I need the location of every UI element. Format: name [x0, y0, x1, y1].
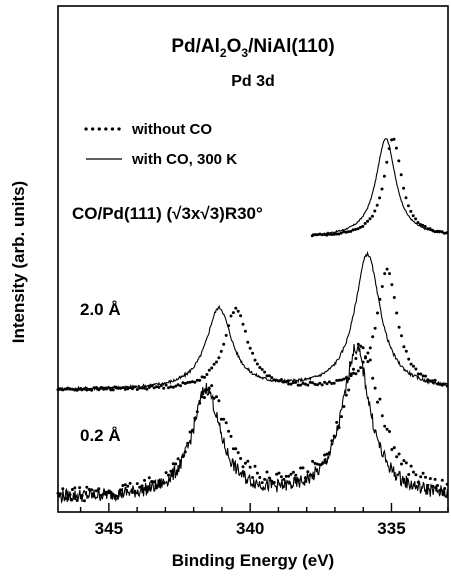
x-tick-label: 335	[377, 519, 405, 538]
trace-0-solid	[312, 138, 449, 236]
x-tick-label: 345	[95, 519, 123, 538]
chart-title: Pd/Al2O3/NiAl(110)	[171, 36, 334, 60]
x-tick-label: 340	[236, 519, 264, 538]
trace-2-solid	[57, 343, 449, 505]
trace-label-co-pd111: CO/Pd(111) (√3x√3)R30°	[72, 204, 263, 223]
trace-group	[56, 137, 449, 505]
trace-label-2-0: 2.0 Å	[80, 300, 121, 319]
legend-label-solid: with CO, 300 K	[131, 151, 237, 168]
chart-subtitle: Pd 3d	[231, 73, 275, 90]
trace-1-dotted	[56, 267, 449, 392]
legend-label-dotted: without CO	[131, 121, 212, 138]
y-axis-title: Intensity (arb. units)	[9, 181, 28, 343]
x-axis-ticks: 345 340 335	[79, 503, 449, 538]
legend: without CO with CO, 300 K	[84, 121, 237, 168]
trace-label-0-2: 0.2 Å	[80, 426, 121, 445]
trace-2-dotted	[56, 342, 449, 503]
plot-frame	[57, 5, 449, 513]
trace-0-dotted	[310, 137, 449, 238]
x-axis-title: Binding Energy (eV)	[172, 551, 334, 570]
